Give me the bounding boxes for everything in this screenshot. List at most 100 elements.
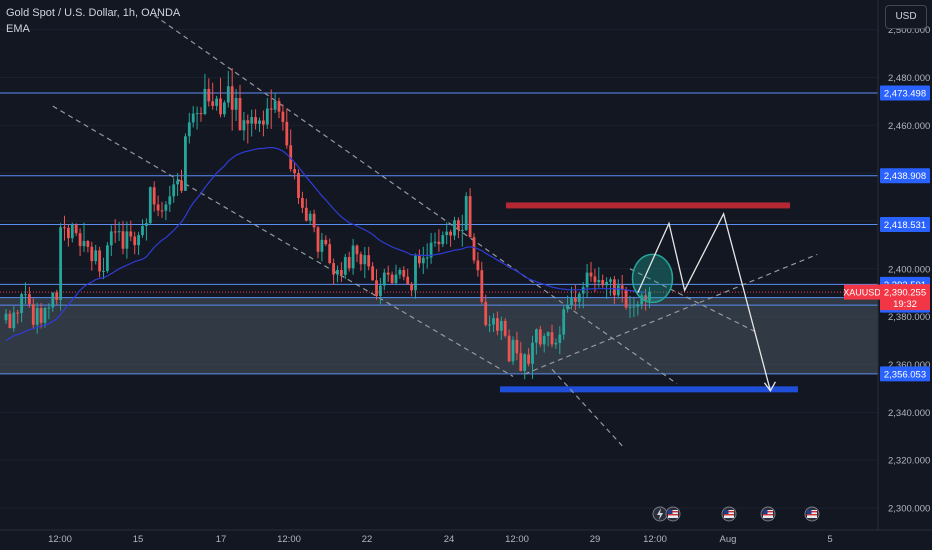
candle-down [289,145,293,170]
candle-down [418,255,421,264]
candle-up [43,308,47,323]
candle-down [324,239,328,245]
candle-up [433,241,437,243]
x-tick-label: 29 [590,534,601,545]
candle-up [117,231,121,233]
symbol-label: XAUUSD [843,288,881,298]
candle-up [145,223,148,226]
candle-down [293,169,296,174]
support-zone [500,386,798,393]
candle-up [492,318,495,325]
candle-up [511,339,515,362]
candle-up [616,285,620,296]
x-tick-label: 15 [133,534,144,545]
candle-down [129,231,133,237]
candle-up [191,113,195,123]
x-tick-label: 22 [362,534,373,545]
candle-up [382,272,386,286]
ema-line [5,146,646,342]
currency-button[interactable]: USD [885,5,927,29]
candle-down [480,270,484,302]
candle-up [460,230,464,232]
candle-up [531,342,534,364]
flag-stripe [668,514,678,516]
flag-canton [807,510,812,514]
candle-down [297,173,300,198]
candle-up [441,235,445,245]
candle-down [503,320,507,336]
lightning-glyph [657,508,663,520]
candle-up [320,239,324,252]
highlight-circle [631,253,674,304]
flag-stripe [807,514,817,516]
candle-up [172,184,176,197]
lightning-event-icon[interactable] [652,506,668,522]
candle-down [121,231,125,249]
candle-up [566,305,569,310]
us-flag-event-icon[interactable] [804,506,820,522]
candle-down [301,197,304,208]
zones [0,202,878,393]
candle-down [285,121,289,146]
candle-down [8,313,12,329]
candle-up [125,231,129,249]
candle-up [445,231,449,236]
candle-up [24,294,27,296]
us-flag-event-icon[interactable] [665,506,681,522]
price-levels [0,92,878,375]
x-tick-label: 24 [444,534,455,545]
candle-up [648,292,651,301]
candle-down [78,233,82,247]
candle-up [12,312,16,329]
price-axis[interactable]: 2,500.0002,480.0002,460.0002,440.0002,42… [843,0,932,530]
us-flag-event-icon[interactable] [760,506,776,522]
candle-down [507,335,511,362]
event-markers[interactable] [652,506,820,522]
candle-down [390,274,394,284]
candle-up [250,117,254,124]
time-axis[interactable]: 12:00 15 17 12:00 22 24 12:00 29 12:00 Aug 5 [0,529,932,545]
candle-up [141,225,144,236]
candle-up [195,113,199,115]
candle-down [63,227,66,229]
trendline [629,268,759,334]
price-level-label: 2,473.498 [884,88,926,99]
flag-canton [724,510,729,514]
candle-up [102,270,105,272]
candle-down [347,257,351,269]
price-level-label: 2,418.531 [884,220,926,231]
x-tick-label: 12:00 [505,534,529,545]
candle-down [269,108,273,110]
symbol-tag [844,284,880,300]
candle-up [488,324,491,326]
candles [4,68,651,380]
candle-up [558,334,562,343]
flag-stripe [724,511,734,513]
candle-down [340,269,343,275]
y-tick-label: 2,300.000 [888,504,930,515]
countdown-label: 19:32 [893,299,917,310]
candle-up [4,313,8,321]
annotations [631,211,776,392]
candle-down [304,207,308,221]
candle-down [574,298,577,302]
candle-up [363,255,367,265]
candle-up [336,269,339,275]
x-tick-label: 12:00 [48,534,72,545]
candle-down [476,260,480,271]
candle-down [410,284,413,291]
us-flag-event-icon[interactable] [721,506,737,522]
x-tick-label: Aug [720,534,737,545]
candle-down [238,98,242,131]
candle-up [273,101,277,110]
indicator-label[interactable]: EMA [6,23,30,35]
candle-up [581,287,585,294]
candle-up [47,307,51,309]
candle-down [39,308,43,323]
projection-path [637,211,772,391]
candle-down [613,279,616,296]
candle-down [589,272,593,277]
candle-up [258,120,261,124]
candle-down [160,210,164,212]
